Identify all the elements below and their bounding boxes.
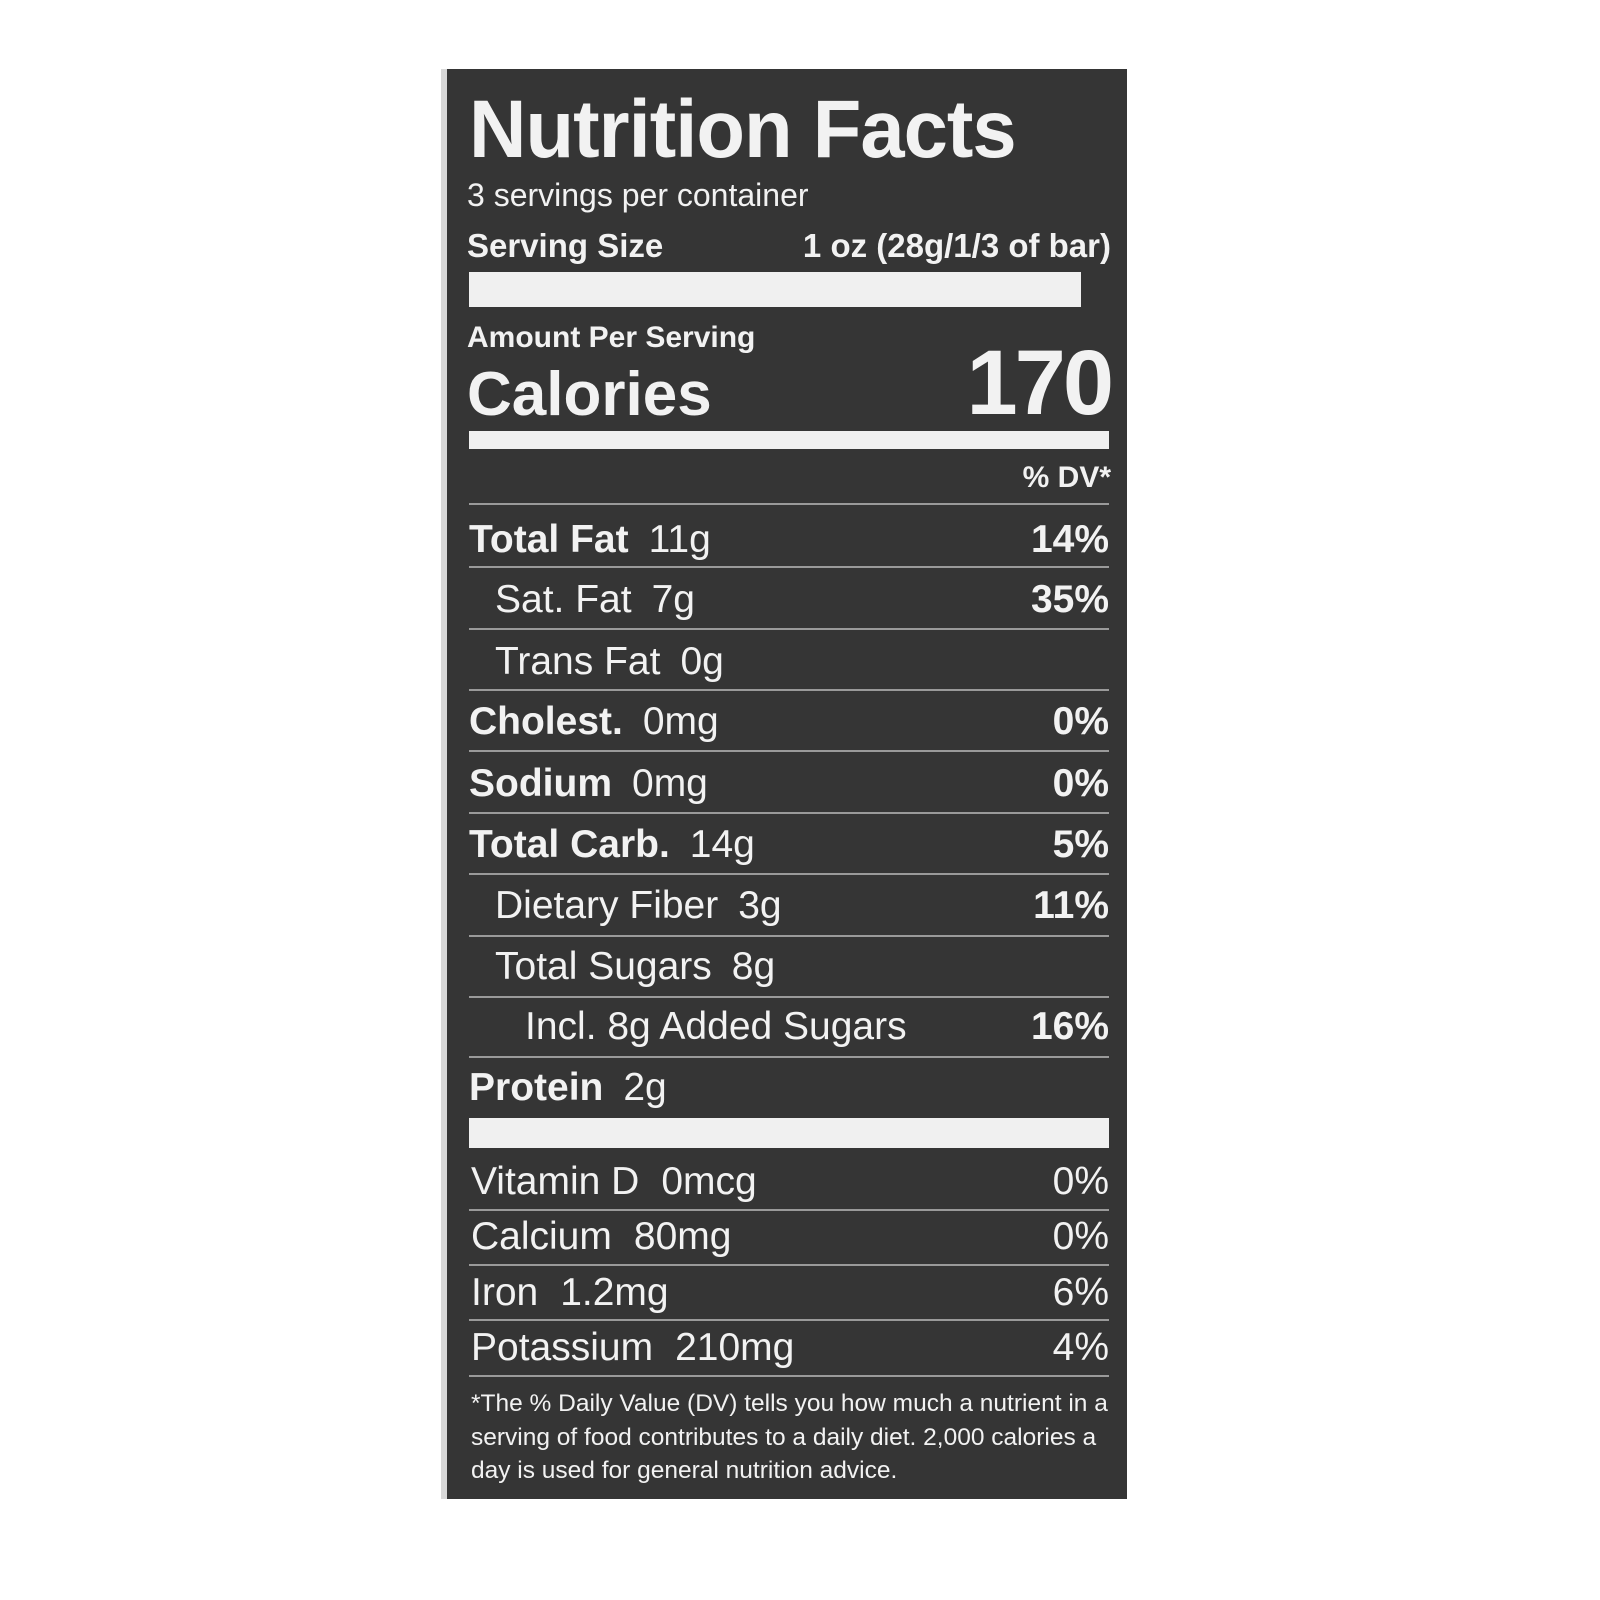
nutrient-name: Protein bbox=[469, 1066, 604, 1109]
nutrient-row: Total Carb. 14g 5% bbox=[469, 815, 1109, 875]
nutrient-name-amount: Trans Fat 0g bbox=[469, 640, 724, 684]
nutrient-row: Cholest. 0mg 0% bbox=[469, 692, 1109, 752]
row-divider bbox=[469, 873, 1109, 875]
thick-divider-vitamins bbox=[469, 1118, 1109, 1148]
row-divider bbox=[469, 935, 1109, 937]
serving-size: Serving Size 1 oz (28g/1/3 of bar) bbox=[467, 227, 1111, 265]
vitamin-row: Calcium 80mg 0% bbox=[471, 1210, 1109, 1264]
amount-per-serving: Amount Per Serving bbox=[467, 321, 756, 354]
vitamin-name-amount: Calcium 80mg bbox=[471, 1215, 731, 1259]
nutrient-name-amount: Sodium 0mg bbox=[469, 762, 708, 806]
nutrient-row: Sodium 0mg 0% bbox=[469, 754, 1109, 814]
nutrient-dv: 16% bbox=[1030, 1005, 1109, 1048]
nutrient-dv: 0% bbox=[1052, 700, 1109, 743]
nutrient-name: Total Fat bbox=[469, 518, 629, 561]
row-divider bbox=[469, 628, 1109, 630]
vitamin-name-amount: Potassium 210mg bbox=[471, 1326, 794, 1370]
nutrient-amount: 0g bbox=[680, 640, 724, 683]
nutrient-amount: 8g bbox=[731, 945, 776, 988]
nutrient-row: Protein 2g bbox=[469, 1058, 1109, 1118]
row-divider bbox=[469, 812, 1109, 814]
vitamin-name-amount: Vitamin D 0mcg bbox=[471, 1160, 757, 1204]
nutrient-dv: 5% bbox=[1052, 823, 1109, 866]
vitamin-dv: 0% bbox=[1052, 1160, 1109, 1203]
nutrient-row: Total Sugars 8g bbox=[469, 937, 1109, 997]
footnote-divider bbox=[469, 1375, 1109, 1377]
nutrient-amount: 11g bbox=[648, 518, 711, 561]
vitamin-row: Potassium 210mg 4% bbox=[471, 1321, 1109, 1375]
nutrient-dv: 35% bbox=[1030, 578, 1109, 621]
nutrient-row: Trans Fat 0g bbox=[469, 632, 1109, 692]
nutrient-amount: 0mg bbox=[642, 700, 719, 743]
nutrient-name: Sat. Fat bbox=[495, 578, 632, 621]
nutrient-name: Cholest. bbox=[469, 700, 623, 743]
nutrient-name: Total Carb. bbox=[469, 823, 670, 866]
row-divider bbox=[469, 1319, 1109, 1321]
serving-size-label: Serving Size bbox=[467, 227, 664, 264]
nutrient-name: Incl. 8g Added Sugars bbox=[525, 1005, 907, 1048]
vitamin-name-amount: Iron 1.2mg bbox=[471, 1271, 669, 1315]
nutrient-name-amount: Total Sugars 8g bbox=[469, 945, 775, 989]
row-divider bbox=[469, 1209, 1109, 1211]
nutrient-name-amount: Incl. 8g Added Sugars bbox=[469, 1005, 927, 1049]
vitamin-name: Iron bbox=[471, 1271, 539, 1314]
row-divider bbox=[469, 996, 1109, 998]
vitamin-amount: 1.2mg bbox=[560, 1271, 669, 1314]
vitamin-dv: 0% bbox=[1052, 1215, 1109, 1258]
calories-value: 170 bbox=[966, 332, 1114, 434]
nutrient-dv: 14% bbox=[1030, 518, 1109, 561]
nutrient-name-amount: Sat. Fat 7g bbox=[469, 578, 695, 622]
nutrient-name-amount: Dietary Fiber 3g bbox=[469, 884, 782, 928]
row-divider bbox=[469, 750, 1109, 752]
nutrient-row: Dietary Fiber 3g 11% bbox=[469, 876, 1109, 936]
nutrient-dv: 0% bbox=[1052, 762, 1109, 805]
row-divider bbox=[469, 1056, 1109, 1058]
nutrient-row: Total Fat 11g 14% bbox=[469, 510, 1109, 570]
vitamin-row: Iron 1.2mg 6% bbox=[471, 1266, 1109, 1320]
medium-divider bbox=[469, 431, 1109, 449]
nutrient-name: Total Sugars bbox=[495, 945, 712, 988]
nutrient-amount: 7g bbox=[651, 578, 695, 621]
nutrient-dv: 11% bbox=[1033, 884, 1109, 927]
nutrient-name-amount: Protein 2g bbox=[469, 1066, 667, 1110]
vitamin-name: Potassium bbox=[471, 1326, 654, 1369]
vitamin-dv: 4% bbox=[1052, 1326, 1109, 1369]
dv-header: % DV* bbox=[1022, 461, 1111, 494]
nutrient-row: Sat. Fat 7g 35% bbox=[469, 570, 1109, 630]
vitamin-dv: 6% bbox=[1052, 1271, 1109, 1314]
servings-per-container: 3 servings per container bbox=[467, 177, 809, 213]
vitamin-amount: 80mg bbox=[633, 1215, 732, 1258]
vitamin-row: Vitamin D 0mcg 0% bbox=[471, 1155, 1109, 1209]
nutrient-name-amount: Total Carb. 14g bbox=[469, 823, 755, 867]
nutrition-facts-panel: Nutrition Facts 3 servings per container… bbox=[441, 69, 1127, 1499]
nutrient-row: Incl. 8g Added Sugars 16% bbox=[469, 997, 1109, 1057]
nutrient-amount: 14g bbox=[689, 823, 755, 866]
nutrient-amount: 3g bbox=[738, 884, 782, 927]
thick-divider bbox=[469, 272, 1081, 307]
calories-label: Calories bbox=[467, 360, 712, 429]
nutrient-name: Trans Fat bbox=[495, 640, 661, 683]
nutrient-amount: 2g bbox=[623, 1066, 667, 1109]
row-divider bbox=[469, 503, 1109, 505]
row-divider bbox=[469, 566, 1109, 568]
nutrient-name-amount: Total Fat 11g bbox=[469, 518, 711, 562]
serving-size-value: 1 oz (28g/1/3 of bar) bbox=[802, 227, 1111, 264]
nutrient-name: Dietary Fiber bbox=[495, 884, 719, 927]
nutrient-name-amount: Cholest. 0mg bbox=[469, 700, 719, 744]
vitamin-amount: 0mcg bbox=[661, 1160, 757, 1203]
nutrient-name: Sodium bbox=[469, 762, 612, 805]
nutrient-amount: 0mg bbox=[632, 762, 708, 805]
label-title: Nutrition Facts bbox=[469, 84, 1017, 175]
row-divider bbox=[469, 1264, 1109, 1266]
footnote: *The % Daily Value (DV) tells you how mu… bbox=[471, 1390, 1108, 1484]
vitamin-name: Calcium bbox=[471, 1215, 612, 1258]
vitamin-amount: 210mg bbox=[675, 1326, 795, 1369]
vitamin-name: Vitamin D bbox=[471, 1160, 640, 1203]
row-divider bbox=[469, 689, 1109, 691]
